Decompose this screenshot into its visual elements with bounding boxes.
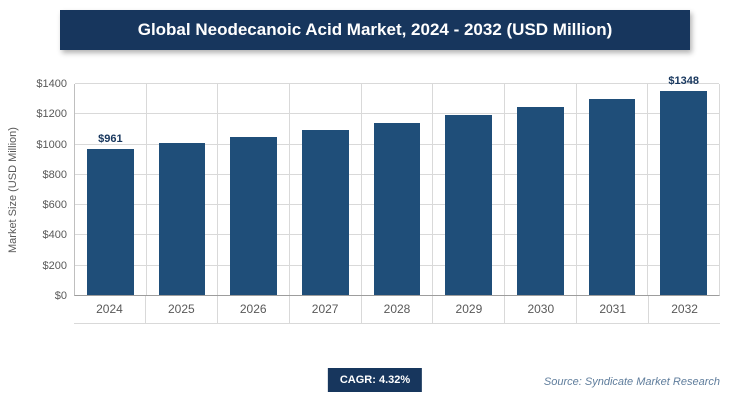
bar[interactable] xyxy=(87,149,134,295)
x-tick-label: 2024 xyxy=(96,302,123,316)
bar-column xyxy=(432,84,504,295)
x-axis-labels: 2024 2025 2026 2027 2028 2029 2030 2031 2032 xyxy=(74,296,720,324)
chart-footer: CAGR: 4.32% Source: Syndicate Market Res… xyxy=(0,368,750,402)
x-tick-label: 2031 xyxy=(576,296,648,323)
bars: $961 $1348 xyxy=(75,75,719,295)
bar[interactable] xyxy=(660,90,708,295)
bar-column: $961 xyxy=(75,84,146,295)
y-tick-label: $800 xyxy=(42,168,67,181)
bar[interactable] xyxy=(302,129,349,295)
x-tick-label: 2027 xyxy=(288,296,361,323)
y-tick-label: $0 xyxy=(54,290,67,302)
bar-column xyxy=(360,84,433,295)
y-tick-label: $1200 xyxy=(36,108,67,121)
x-tick-label: 2030 xyxy=(504,296,576,323)
bar-value-label: $961 xyxy=(98,133,123,146)
bar[interactable] xyxy=(588,99,636,295)
bar-column xyxy=(575,84,648,295)
cagr-badge: CAGR: 4.32% xyxy=(327,368,423,392)
x-tick-label: 2029 xyxy=(432,296,504,323)
gridline xyxy=(75,83,719,84)
chart-area: Market Size (USD Million) $0 $200 $400 $600… xyxy=(0,75,750,324)
y-tick-label: $200 xyxy=(42,259,67,272)
bar-value-label: $1348 xyxy=(668,74,699,87)
x-tick-label: 2026 xyxy=(216,296,289,323)
y-tick-label: $600 xyxy=(42,199,67,212)
chart-title: Global Neodecanoic Acid Market, 2024 - 2… xyxy=(137,20,613,39)
y-tick-label: $400 xyxy=(42,229,67,242)
bar-column xyxy=(217,84,289,295)
bar[interactable] xyxy=(373,122,421,295)
x-tick-label: 2025 xyxy=(144,296,217,323)
x-tick-label: 2032 xyxy=(648,296,720,323)
chart-title-banner: Global Neodecanoic Acid Market, 2024 - 2… xyxy=(60,10,690,50)
bar-column xyxy=(289,84,361,295)
y-tick-label: $1400 xyxy=(36,78,67,90)
y-axis-title: Market Size (USD Million) xyxy=(7,127,19,253)
x-tick-label: 2028 xyxy=(360,296,433,323)
bar[interactable] xyxy=(445,115,492,295)
plot-wrap: $961 $1348 2024 2025 2026 2027 2028 2029 2030 20… xyxy=(74,75,720,324)
y-tick-label: $1000 xyxy=(36,138,67,151)
bar[interactable] xyxy=(230,136,277,295)
gridline xyxy=(75,113,719,115)
plot-area: $961 $1348 xyxy=(74,75,720,296)
bar-column: $1348 xyxy=(647,75,719,295)
bar-column xyxy=(145,84,218,295)
y-axis-labels: $0 $200 $400 $600 $800 $1000 $1200 $1400 xyxy=(26,78,74,302)
source-attribution: Source: Syndicate Market Research xyxy=(543,376,720,388)
bar[interactable] xyxy=(158,143,206,295)
bar[interactable] xyxy=(517,107,564,295)
bar-column xyxy=(504,84,576,295)
